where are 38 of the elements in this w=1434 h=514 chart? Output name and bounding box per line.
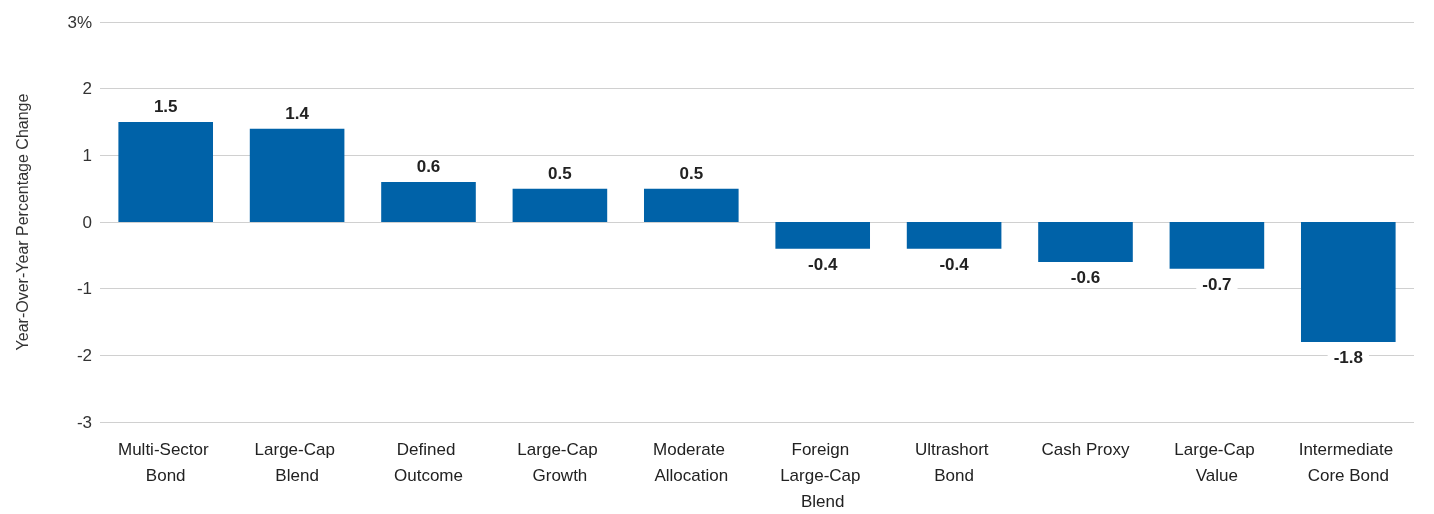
bar	[118, 122, 213, 222]
x-tick-label: Foreign Large-Cap Blend	[780, 439, 866, 511]
data-label: 0.5	[548, 163, 572, 183]
x-tick-label: Defined Outcome	[394, 439, 463, 485]
data-label: 1.5	[153, 97, 178, 116]
y-tick-label: 0	[82, 212, 92, 232]
data-label: -0.4	[808, 254, 838, 274]
y-tick-label: -1	[76, 279, 92, 299]
y-tick-label: 2	[82, 79, 92, 99]
y-tick-label: 1	[82, 145, 92, 165]
x-tick-label: Large-Cap Blend	[254, 439, 340, 485]
x-tick-label: Ultrashort Bond	[914, 439, 994, 485]
data-label: 1.4	[285, 103, 310, 123]
bar	[775, 222, 870, 249]
bar	[249, 128, 345, 222]
data-label: -0.4	[939, 254, 970, 274]
bar	[1038, 222, 1133, 262]
y-axis-title: Year-Over-Year Percentage Change	[13, 93, 31, 351]
bar	[512, 188, 608, 222]
data-label: -0.7	[1202, 274, 1232, 294]
x-tick-label: Large-Cap Growth	[517, 439, 603, 485]
bar	[644, 188, 739, 222]
bar	[1169, 222, 1265, 269]
y-tick-label: -2	[76, 345, 92, 365]
data-label: -1.8	[1333, 348, 1363, 367]
data-label: 0.6	[416, 157, 441, 176]
x-tick-label: Multi-Sector Bond	[117, 439, 214, 485]
y-tick-label: 3%	[67, 12, 92, 32]
bar	[381, 182, 476, 222]
data-label: -0.6	[1070, 268, 1101, 287]
bar	[1301, 222, 1396, 342]
x-tick-label: Cash Proxy	[1041, 439, 1130, 459]
x-tick-label: Intermediate Core Bond	[1298, 439, 1398, 485]
data-label: 0.5	[679, 163, 704, 183]
x-tick-label: Moderate Allocation	[653, 439, 730, 485]
y-tick-label: -3	[76, 412, 92, 432]
bar	[906, 222, 1002, 249]
x-tick-label: Large-Cap Value	[1174, 439, 1260, 485]
